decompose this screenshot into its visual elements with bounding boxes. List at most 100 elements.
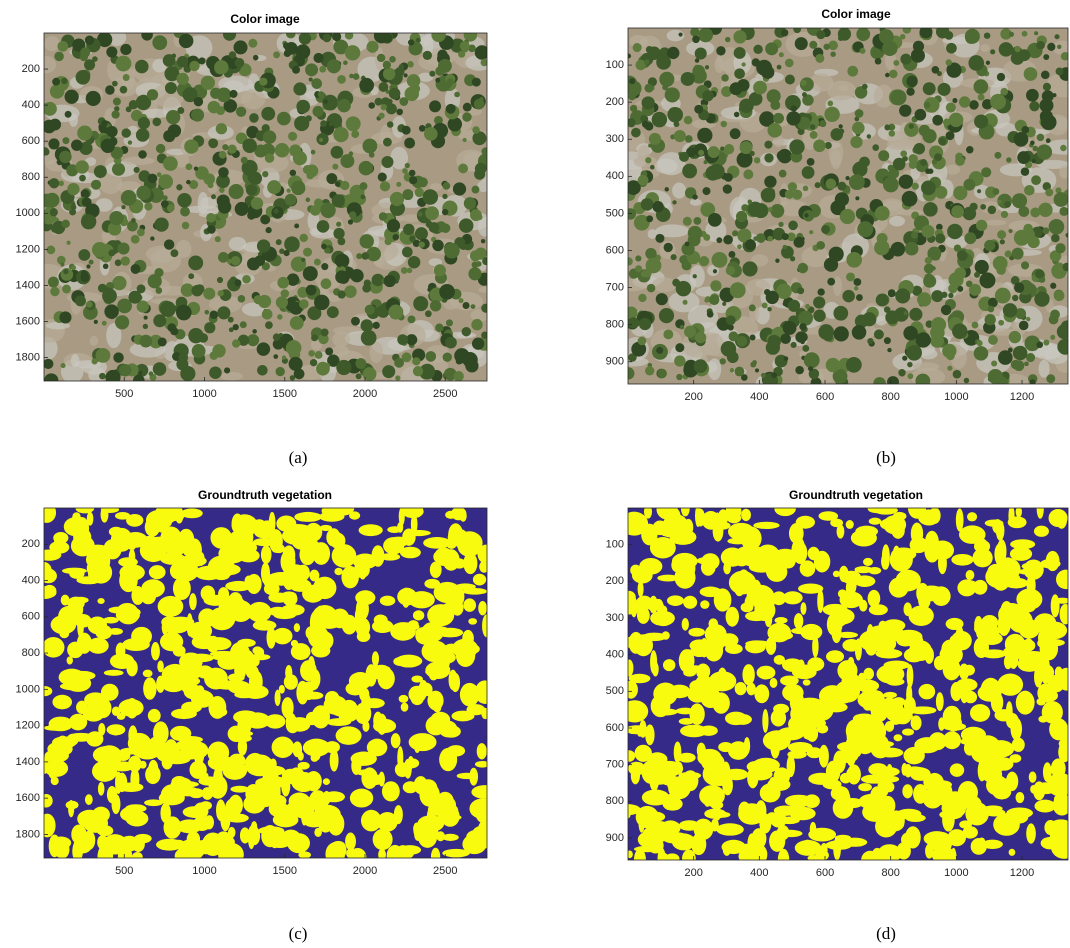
vegetation-blob: [715, 805, 721, 821]
vegetation-blob: [59, 629, 69, 638]
shrub: [924, 273, 933, 282]
shrub: [853, 278, 861, 286]
vegetation-blob: [228, 795, 243, 816]
shrub: [366, 247, 381, 262]
shrub: [905, 242, 919, 256]
vegetation-blob: [267, 627, 276, 649]
shrub: [914, 109, 926, 121]
panel-caption: (a): [289, 448, 308, 467]
shrub: [299, 299, 309, 309]
shrub: [290, 316, 304, 330]
shrub: [873, 377, 886, 390]
vegetation-blob: [469, 798, 495, 818]
shrub: [211, 194, 216, 199]
shrub: [946, 43, 957, 54]
shrub: [188, 255, 203, 270]
vegetation-blob: [1034, 526, 1049, 537]
shrub: [985, 314, 996, 325]
vegetation-blob: [943, 706, 961, 728]
shrub: [730, 282, 746, 298]
shrub: [810, 124, 816, 130]
shrub: [186, 163, 193, 170]
shrub: [368, 102, 375, 109]
shrub: [795, 366, 804, 375]
vegetation-blob: [674, 741, 682, 763]
shrub: [408, 256, 421, 269]
shrub: [726, 315, 736, 325]
shrub: [789, 99, 797, 107]
shrub: [908, 373, 914, 379]
shrub: [698, 28, 713, 43]
shrub: [310, 359, 317, 366]
shrub: [257, 239, 270, 252]
vegetation-blob: [918, 592, 930, 609]
shrub: [709, 164, 725, 180]
shrub: [921, 180, 936, 195]
shrub: [288, 132, 297, 141]
shrub: [356, 253, 362, 259]
shrub: [456, 358, 463, 365]
shrub: [79, 175, 86, 182]
x-tick-label: 500: [115, 388, 133, 400]
shrub: [321, 244, 327, 250]
shrub: [1054, 192, 1069, 207]
shrub: [442, 194, 447, 199]
vegetation-blob: [817, 589, 823, 613]
shrub: [50, 208, 58, 216]
shrub: [1024, 185, 1035, 196]
vegetation-blob: [1051, 758, 1066, 778]
vegetation-blob: [700, 600, 709, 609]
rock-patch: [690, 199, 702, 206]
shrub: [396, 109, 403, 116]
shrub: [219, 187, 225, 193]
shrub: [659, 72, 674, 87]
vegetation-blob: [84, 830, 96, 849]
shrub: [306, 285, 317, 296]
vegetation-blob: [307, 540, 320, 558]
shrub: [764, 141, 772, 149]
vegetation-blob: [635, 745, 652, 762]
vegetation-blob: [309, 790, 327, 810]
vegetation-blob: [291, 772, 316, 792]
vegetation-blob: [471, 785, 498, 799]
shrub: [1054, 290, 1065, 301]
x-tick-label: 1000: [944, 391, 968, 403]
x-tick-label: 1000: [944, 867, 968, 879]
shrub: [743, 169, 753, 179]
shrub: [798, 311, 813, 326]
shrub: [663, 329, 673, 339]
shrub: [899, 104, 911, 116]
shrub: [813, 310, 825, 322]
vegetation-blob: [463, 598, 476, 611]
shrub: [62, 137, 69, 144]
vegetation-blob: [291, 640, 298, 647]
shrub: [830, 51, 835, 56]
shrub: [665, 187, 669, 191]
x-tick-label: 1200: [1010, 867, 1034, 879]
shrub: [241, 157, 248, 164]
vegetation-blob: [623, 707, 646, 716]
vegetation-blob: [438, 813, 451, 823]
shrub: [166, 73, 172, 79]
shrub: [984, 240, 995, 251]
vegetation-blob: [275, 690, 281, 706]
shrub: [995, 288, 1011, 304]
y-tick-label: 500: [606, 685, 624, 697]
shrub: [1026, 317, 1030, 321]
vegetation-blob: [985, 519, 1004, 526]
vegetation-blob: [782, 684, 803, 701]
panel-title: Color image: [230, 12, 300, 26]
shrub: [214, 60, 228, 74]
panel: 5001000150020002500200400600800100012001…: [16, 12, 494, 467]
vegetation-blob: [97, 598, 104, 604]
shrub: [259, 78, 267, 86]
shrub: [471, 319, 482, 330]
shrub: [920, 25, 933, 38]
shrub: [308, 350, 315, 357]
shrub: [672, 279, 680, 287]
shrub: [320, 203, 335, 218]
vegetation-blob: [414, 737, 421, 753]
vegetation-blob: [657, 709, 677, 716]
vegetation-blob: [475, 680, 495, 704]
shrub: [641, 271, 647, 277]
